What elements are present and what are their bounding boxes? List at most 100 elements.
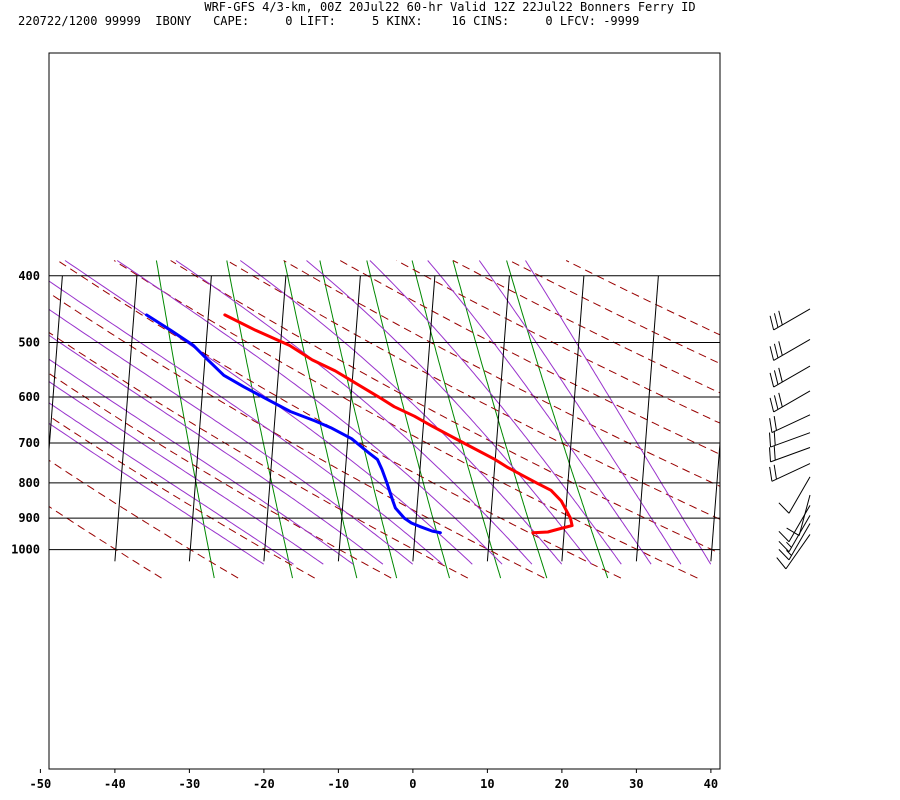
- wind-barb-flag: [786, 527, 800, 537]
- wind-barb-flag: [773, 370, 779, 385]
- isotherm-line: [412, 275, 436, 562]
- wind-barb: [778, 476, 811, 514]
- isotherm-line: [635, 275, 659, 562]
- isotherm-line: [49, 275, 63, 457]
- dry-adiabat-line: [509, 260, 720, 365]
- x-tick-label: 10: [480, 777, 494, 791]
- moist-adiabat-line: [49, 358, 354, 565]
- dry-adiabat-line: [57, 260, 622, 579]
- dry-adiabat-line: [396, 260, 720, 424]
- wind-barb-flag: [773, 343, 779, 359]
- wind-barb-staff: [771, 414, 811, 434]
- wind-barb: [769, 308, 811, 331]
- y-tick-label: 400: [18, 269, 40, 283]
- moist-adiabat-line: [49, 380, 324, 565]
- moist-adiabat-line: [49, 308, 414, 565]
- x-tick-label: -50: [30, 777, 52, 791]
- wind-barb-flag: [769, 315, 775, 331]
- isotherm-line: [188, 275, 212, 562]
- wind-barb-flag: [769, 418, 773, 433]
- wind-barb-flag: [773, 313, 779, 328]
- wind-barb-flag: [776, 557, 787, 570]
- wind-barb-half-flag: [786, 549, 792, 556]
- x-tick-label: -20: [253, 777, 275, 791]
- isotherm-line: [486, 275, 510, 562]
- dry-adiabat-line: [49, 505, 162, 579]
- wind-barb-flag: [773, 464, 777, 480]
- chart-subtitle: 220722/1200 99999 IBONY CAPE: 0 LIFT: 5 …: [18, 14, 639, 28]
- y-tick-label: 500: [18, 335, 40, 349]
- wind-barb: [778, 505, 811, 543]
- wind-barb-flag: [769, 397, 775, 413]
- wind-barb-half-flag: [786, 541, 792, 548]
- wind-barb: [778, 515, 811, 553]
- wind-barb-flag: [769, 346, 775, 361]
- isotherm-line: [263, 275, 287, 562]
- moist-adiabat-line: [240, 260, 563, 565]
- moist-adiabat-line: [49, 402, 294, 565]
- y-tick-label: 900: [18, 511, 40, 525]
- y-tick-label: 800: [18, 476, 40, 490]
- wind-barb-staff: [770, 432, 811, 448]
- dry-adiabat-line: [49, 415, 315, 579]
- moist-adiabat-line: [175, 260, 533, 565]
- wind-barb-flag: [778, 367, 783, 383]
- moist-adiabat-line: [427, 260, 652, 565]
- axis-ticks: 400 500 600 700 800 900 1000 -50 -40 -30 -20 -10 0 10…: [11, 269, 718, 791]
- wind-barb-staff: [788, 505, 811, 542]
- mixing-ratio-line: [155, 260, 215, 579]
- wind-barb: [769, 365, 811, 388]
- wind-barb: [769, 445, 811, 463]
- reference-lines: [49, 260, 720, 579]
- isotherm-line: [337, 275, 361, 562]
- wind-barb: [769, 414, 811, 434]
- wind-barb-flag: [778, 392, 783, 408]
- wind-barb-staff: [788, 476, 811, 514]
- x-tick-label: 40: [704, 777, 718, 791]
- x-tick-label: -10: [328, 777, 350, 791]
- dry-adiabat-line: [226, 260, 720, 520]
- wind-barb-staff: [785, 534, 811, 570]
- x-tick-label: 20: [555, 777, 569, 791]
- y-tick-label: 600: [18, 390, 40, 404]
- wind-barbs: [769, 308, 811, 570]
- wind-barb-flag: [778, 530, 790, 543]
- dry-adiabat-line: [49, 459, 239, 579]
- wind-barb-flag: [778, 502, 790, 514]
- wind-barb: [778, 523, 811, 561]
- y-tick-label: 1000: [11, 543, 40, 557]
- wind-barb-flag: [769, 432, 772, 448]
- x-tick-label: -40: [104, 777, 126, 791]
- plot-frame: [48, 52, 721, 770]
- x-tick-label: -30: [179, 777, 201, 791]
- mixing-ratio-line: [411, 260, 502, 579]
- dry-adiabat-line: [452, 260, 720, 394]
- mixing-ratio-line: [366, 260, 450, 579]
- wind-barb-flag: [778, 540, 790, 553]
- wind-barb-staff: [771, 463, 811, 482]
- grid: [49, 275, 720, 551]
- dry-adiabat-line: [49, 292, 545, 579]
- wind-barb: [769, 463, 811, 482]
- x-tick-label: 0: [409, 777, 416, 791]
- mixing-ratio-line: [283, 260, 358, 579]
- moist-adiabat-line: [369, 260, 622, 565]
- moist-adiabat-line: [49, 280, 443, 565]
- sounding-traces: [145, 313, 574, 535]
- chart-title: WRF-GFS 4/3-km, 00Z 20Jul22 60-hr Valid …: [204, 0, 695, 14]
- isotherm-line: [710, 436, 720, 562]
- moist-adiabat-line: [49, 422, 264, 565]
- isotherm-line: [114, 275, 138, 562]
- wind-barb-staff: [788, 515, 811, 553]
- wind-barb-flag: [773, 395, 779, 410]
- x-tick-label: 30: [629, 777, 643, 791]
- moist-adiabat-line: [116, 260, 503, 565]
- wind-barb-flag: [773, 416, 777, 431]
- wind-barb-flag: [778, 341, 783, 356]
- dry-adiabat-line: [565, 260, 720, 336]
- dry-adiabat-line: [170, 260, 720, 554]
- temperature-trace: [223, 313, 574, 535]
- wind-barb-staff: [773, 308, 811, 331]
- wind-barb-staff: [770, 447, 811, 463]
- moist-adiabat-line: [478, 260, 682, 565]
